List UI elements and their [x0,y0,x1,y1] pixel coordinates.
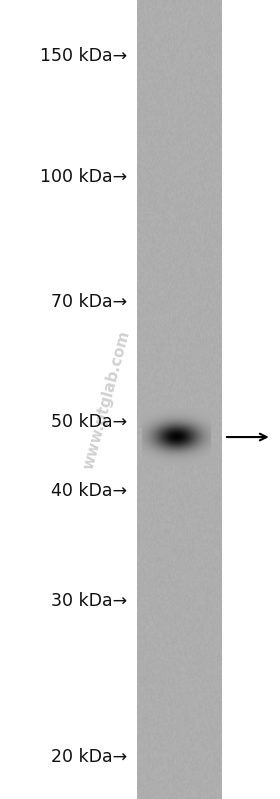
Text: 50 kDa→: 50 kDa→ [51,413,127,431]
Text: 70 kDa→: 70 kDa→ [51,293,127,311]
Text: 100 kDa→: 100 kDa→ [40,169,127,186]
Text: www.ptglab.com: www.ptglab.com [81,328,132,471]
Text: 30 kDa→: 30 kDa→ [51,592,127,610]
Text: 20 kDa→: 20 kDa→ [51,749,127,766]
Text: 150 kDa→: 150 kDa→ [40,47,127,65]
Text: 40 kDa→: 40 kDa→ [52,483,127,500]
